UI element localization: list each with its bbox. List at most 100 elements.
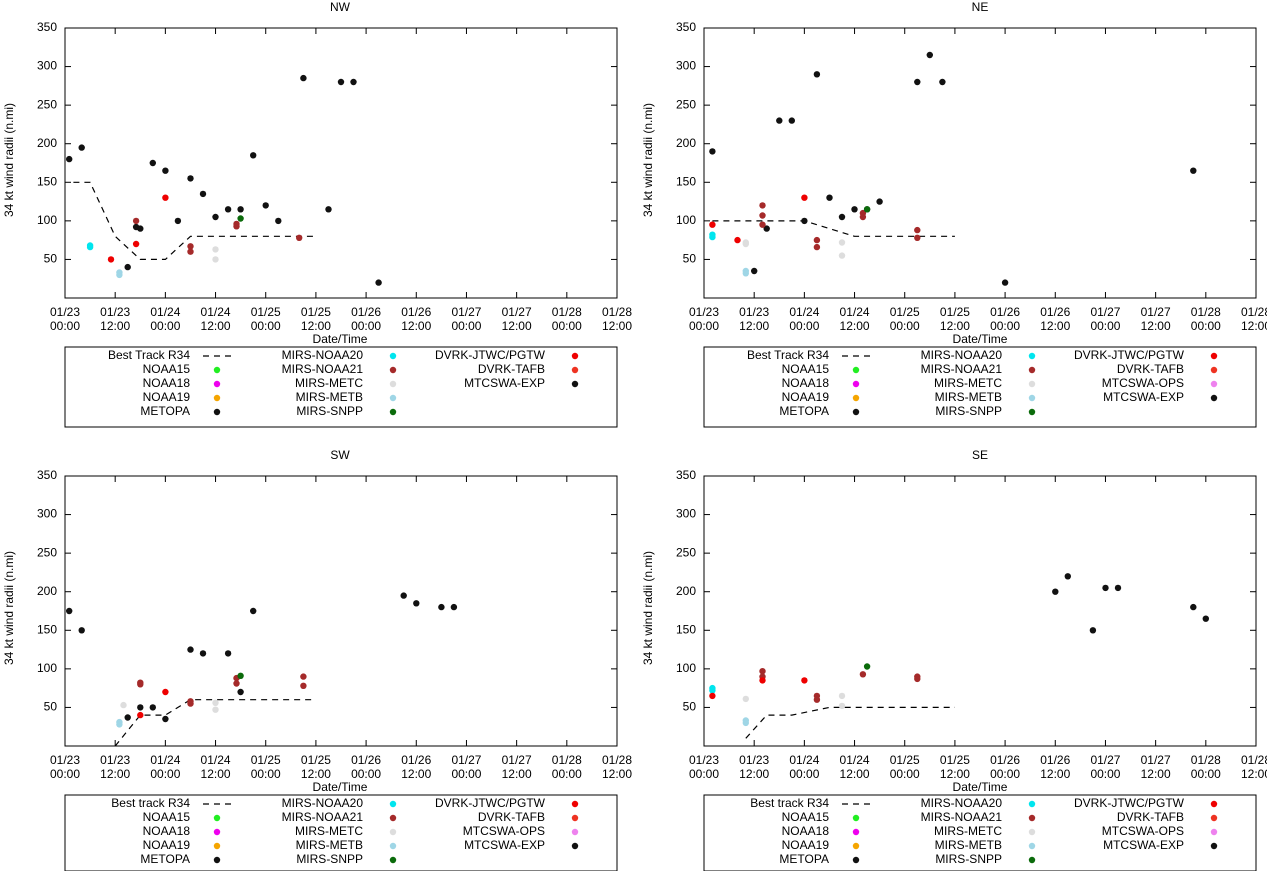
- legend-label: NOAA15: [782, 810, 830, 824]
- legend-label: Best Track R34: [747, 348, 829, 362]
- legend-dot-marker: [213, 394, 221, 402]
- legend-dot-marker: [1210, 814, 1218, 822]
- series-mirs-metb: [116, 269, 123, 279]
- legend-label: Best track R34: [750, 796, 829, 810]
- data-point: [124, 714, 131, 721]
- data-point: [742, 270, 749, 277]
- legend-label: DVRK-JTWC/PGTW: [435, 348, 546, 362]
- legend-box: [64, 794, 618, 872]
- y-tick-label: 250: [37, 545, 57, 559]
- x-tick-label: 01/27 12:00: [502, 305, 532, 333]
- data-point: [212, 706, 219, 713]
- data-point: [759, 221, 766, 228]
- legend-dot-marker: [571, 352, 579, 360]
- data-point: [66, 155, 73, 163]
- data-point: [813, 236, 821, 244]
- legend-dot-marker: [213, 366, 221, 374]
- data-point: [132, 240, 140, 248]
- legend-label: MIRS-SNPP: [296, 852, 363, 866]
- series-dvrk-jtwc-pgtw: [107, 194, 169, 263]
- chart-title: SW: [330, 448, 350, 462]
- data-point: [859, 671, 867, 678]
- data-point: [375, 279, 382, 286]
- data-point: [350, 78, 357, 86]
- plot-frame: [64, 27, 618, 299]
- data-point: [337, 78, 345, 86]
- series-mirs-metb: [116, 718, 123, 728]
- series-mirs-noaa20: [709, 231, 716, 241]
- y-tick-label: 300: [676, 507, 696, 521]
- legend-dot-marker: [1028, 394, 1036, 402]
- legend-dot-marker: [389, 814, 397, 822]
- legend-label: NOAA15: [143, 810, 191, 824]
- x-tick-label: 01/27 12:00: [502, 753, 532, 781]
- legend-dot-marker: [1210, 366, 1218, 374]
- data-point: [838, 239, 846, 246]
- x-tick-label: 01/23 00:00: [689, 753, 719, 781]
- legend-dot-marker: [852, 380, 860, 388]
- legend-dot-marker: [1210, 394, 1218, 402]
- data-point: [78, 627, 85, 634]
- legend-label: MIRS-SNPP: [935, 852, 1002, 866]
- legend-label: MIRS-METC: [295, 376, 363, 390]
- data-point: [763, 225, 770, 232]
- data-point: [120, 701, 127, 709]
- data-point: [250, 607, 257, 615]
- legend-box: [703, 346, 1257, 428]
- data-point: [1089, 627, 1097, 634]
- chart-panel-sw: SW 50 100 150 200 250 300 350 01/23 00:00 01/23 12:…: [2, 448, 632, 872]
- x-tick-label: 01/26 12:00: [1040, 753, 1070, 781]
- data-point: [914, 78, 921, 86]
- y-tick-label: 100: [37, 661, 57, 675]
- y-tick-label: 200: [37, 136, 57, 150]
- x-tick-label: 01/24 00:00: [789, 305, 819, 333]
- data-point: [709, 692, 716, 700]
- x-tick-label: 01/26 00:00: [351, 753, 381, 781]
- series-dvrk-jtwc-pgtw: [137, 688, 169, 719]
- data-point: [237, 206, 244, 213]
- data-point: [300, 74, 307, 82]
- best-track-line: [73, 181, 316, 260]
- legend-label: METOPA: [140, 404, 190, 418]
- best-track-line: [745, 706, 955, 739]
- data-point: [759, 202, 766, 209]
- legend-label: METOPA: [779, 404, 829, 418]
- y-tick-label: 50: [683, 700, 697, 714]
- y-tick-label: 150: [676, 174, 696, 188]
- x-tick-label: 01/26 12:00: [1040, 305, 1070, 333]
- data-point: [174, 217, 182, 225]
- x-tick-label: 01/23 00:00: [689, 305, 719, 333]
- data-point: [914, 675, 921, 683]
- data-point: [116, 721, 123, 728]
- series-mirs-metb: [742, 717, 749, 727]
- data-point: [801, 677, 808, 684]
- legend-dot-marker: [1028, 408, 1036, 416]
- x-tick-label: 01/26 12:00: [401, 753, 431, 781]
- x-axis-label: Date/Time: [313, 780, 368, 794]
- y-tick-label: 50: [44, 700, 58, 714]
- legend-dot-marker: [1028, 380, 1036, 388]
- x-tick-label: 01/28 00:00: [552, 753, 582, 781]
- legend-label: MIRS-METC: [295, 824, 363, 838]
- data-point: [212, 256, 219, 263]
- legend-dot-marker: [1210, 352, 1218, 360]
- x-axis-label: Date/Time: [953, 332, 1008, 346]
- legend-label: MTCSWA-EXP: [1103, 838, 1184, 852]
- legend-label: DVRK-TAFB: [478, 810, 545, 824]
- series-mirs-snpp: [237, 672, 244, 679]
- data-point: [137, 711, 144, 719]
- data-point: [233, 680, 240, 687]
- legend-label: MIRS-NOAA21: [921, 810, 1003, 824]
- y-tick-label: 200: [37, 584, 57, 598]
- y-tick-label: 300: [676, 59, 696, 73]
- legend-label: DVRK-JTWC/PGTW: [1074, 348, 1185, 362]
- data-point: [851, 206, 858, 213]
- legend-label: NOAA18: [143, 376, 191, 390]
- y-tick-label: 350: [37, 20, 57, 34]
- data-point: [187, 646, 194, 653]
- x-tick-label: 01/23 00:00: [50, 305, 80, 333]
- data-point: [137, 225, 144, 232]
- data-point: [801, 217, 808, 225]
